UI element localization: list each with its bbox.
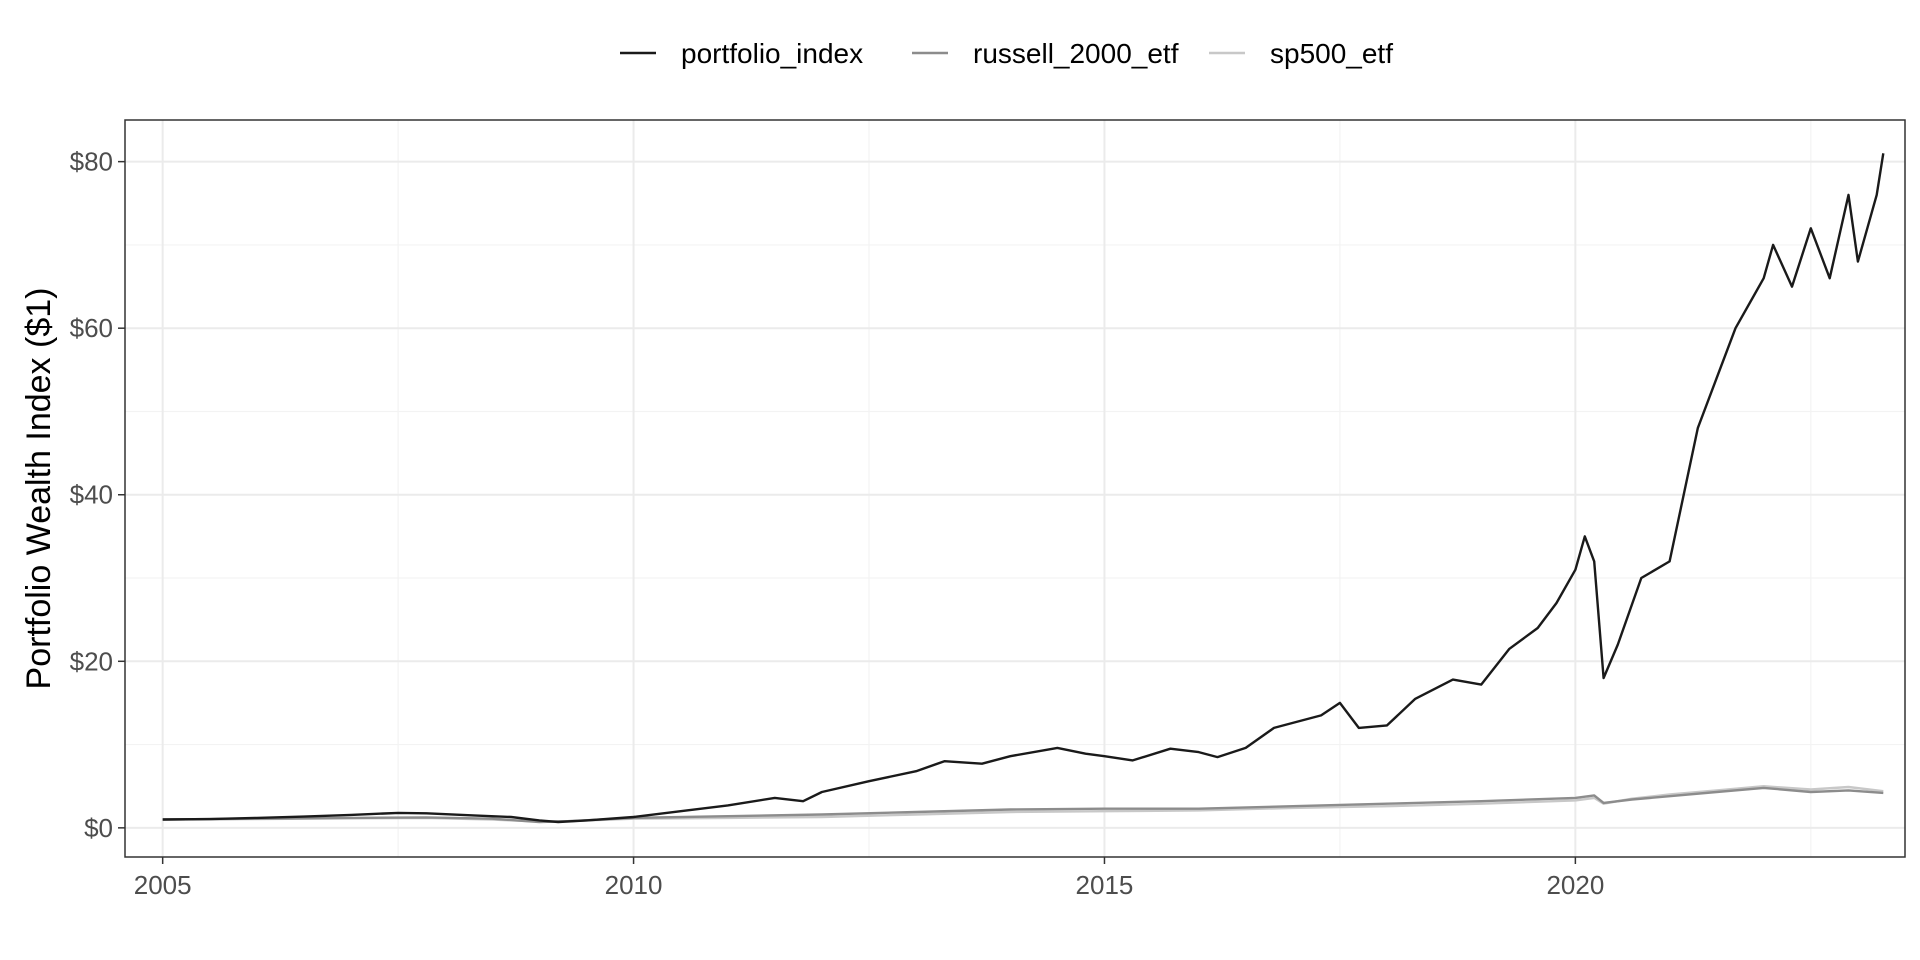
y-tick-label: $0 — [84, 813, 113, 843]
x-tick-label: 2010 — [605, 870, 663, 900]
legend-item-sp500-etf: sp500_etf — [1209, 38, 1393, 69]
legend-label: portfolio_index — [681, 38, 863, 69]
series-line-portfolio-index — [162, 153, 1885, 824]
legend-item-russell-2000-etf: russell_2000_etf — [912, 38, 1179, 69]
legend-label: russell_2000_etf — [973, 38, 1179, 69]
y-axis: $0 $20 $40 $60 $80 — [70, 147, 125, 843]
x-tick-label: 2005 — [134, 870, 192, 900]
y-tick-label: $80 — [70, 147, 113, 177]
grid-major — [125, 120, 1905, 857]
y-tick-label: $60 — [70, 313, 113, 343]
x-tick-label: 2015 — [1076, 870, 1134, 900]
legend-label: sp500_etf — [1270, 38, 1393, 69]
series-layer — [162, 153, 1885, 824]
y-tick-label: $20 — [70, 646, 113, 676]
panel-border — [124, 119, 1906, 858]
y-tick-label: $40 — [70, 480, 113, 510]
y-axis-title: Portfolio Wealth Index ($1) — [20, 288, 58, 690]
grid-minor — [125, 120, 1905, 857]
x-tick-label: 2020 — [1546, 870, 1604, 900]
series-line-russell-2000-etf — [162, 786, 1884, 824]
legend: portfolio_index russell_2000_etf sp500_etf — [620, 38, 1393, 69]
legend-item-portfolio-index: portfolio_index — [620, 38, 863, 69]
x-axis: 2005 2010 2015 2020 — [134, 857, 1604, 900]
